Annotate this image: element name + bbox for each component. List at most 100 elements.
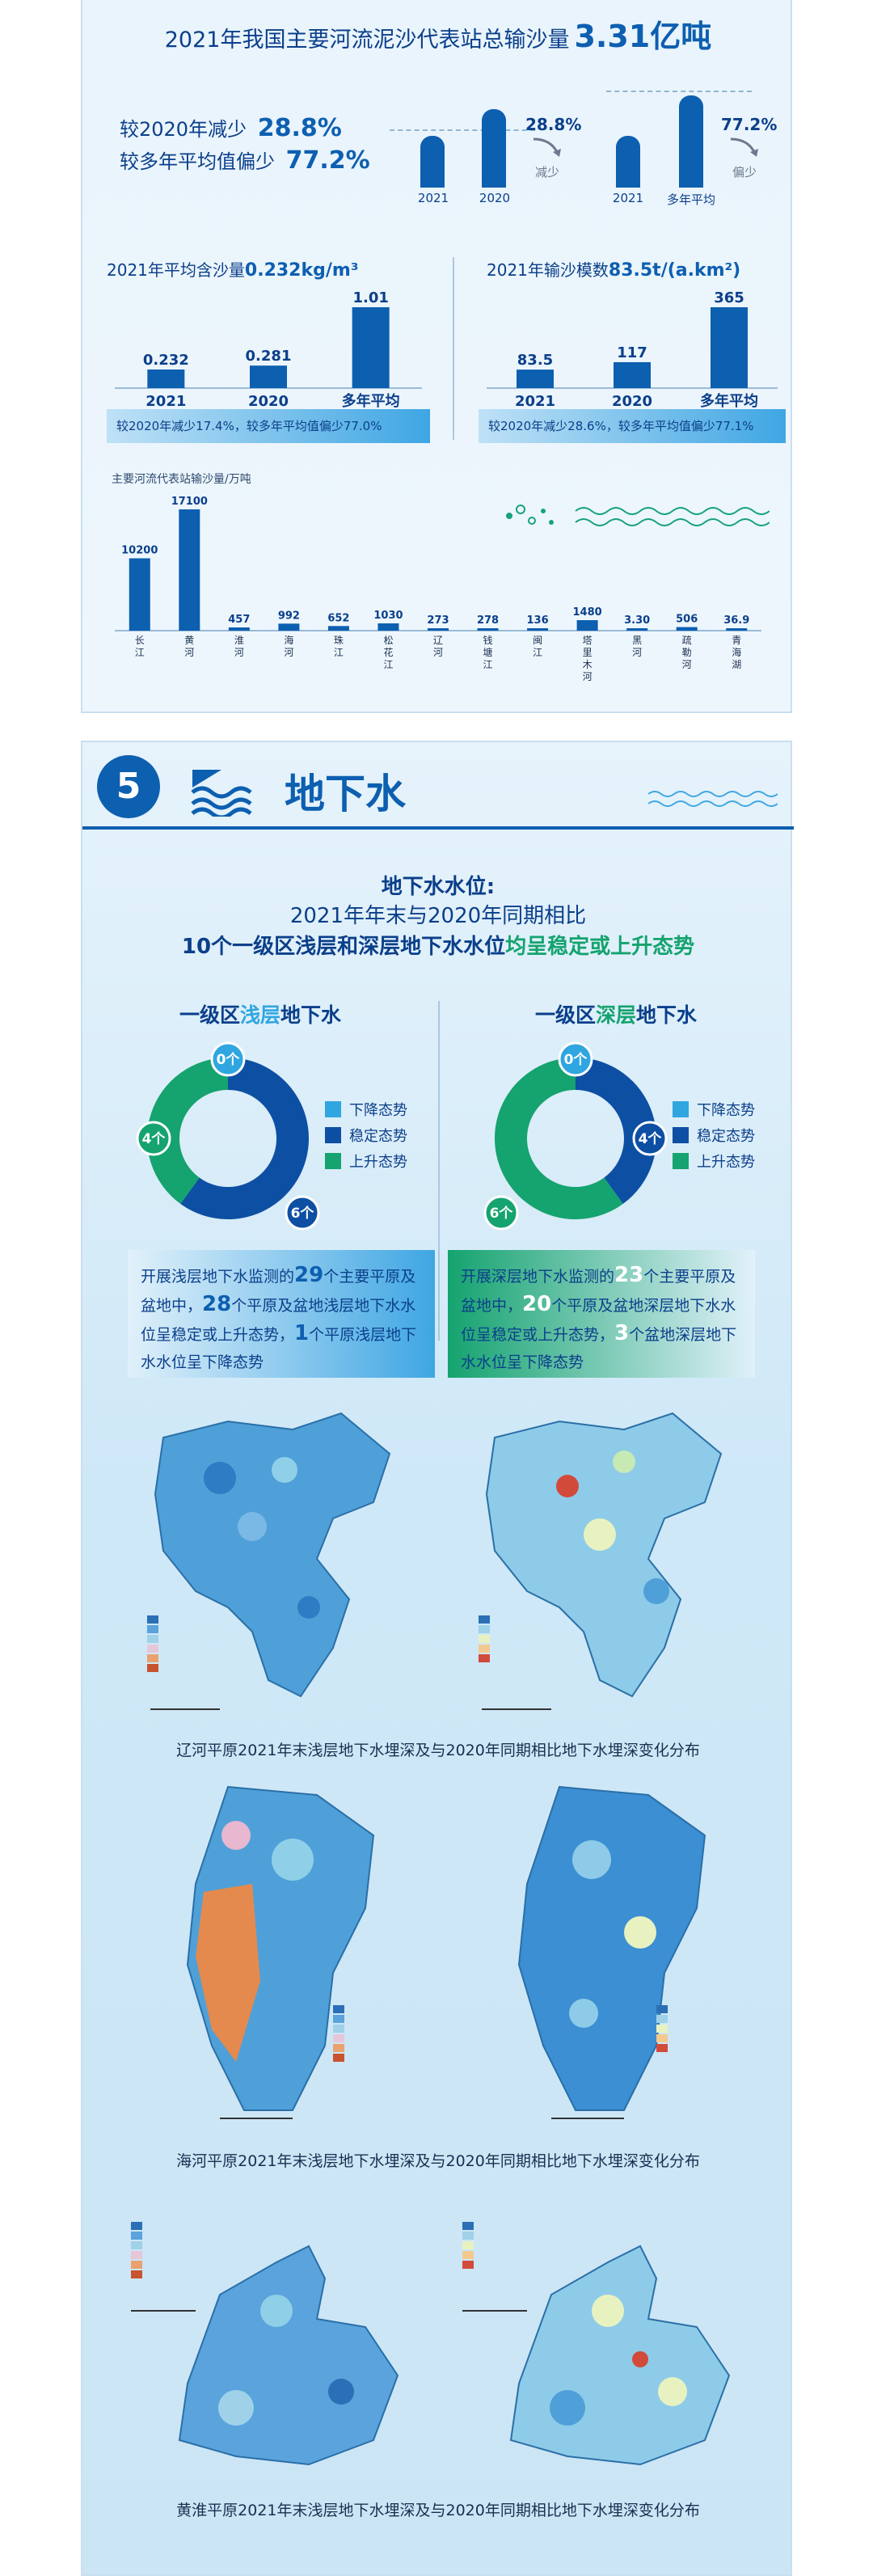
groundwater-panel: 5 地下水 地下水水位: 2021年年末与2020年同期相比 10个一级区浅层和… [81, 741, 794, 2576]
category-label: 河 [284, 647, 293, 658]
content-chart: 0.232 2021 0.281 2020 1.01 多年平均 [115, 289, 422, 410]
vertical-divider [453, 257, 454, 440]
caption-haihe: 海河平原2021年末浅层地下水埋深及与2020年同期相比地下水埋深变化分布 [176, 2152, 700, 2170]
value-label: 1480 [573, 606, 602, 619]
legend-stable: 稳定态势 [325, 1122, 407, 1148]
deep-n1: 23 [614, 1263, 644, 1287]
category-label: 河 [632, 647, 642, 658]
bar-淮河 [228, 627, 250, 631]
donut-divider [438, 1001, 440, 1341]
legend2-swatch-rise [673, 1153, 689, 1169]
deep-p2: 个主要平原及盆地中， [461, 1268, 736, 1315]
shallow-n3: 1 [294, 1321, 310, 1345]
category-label: 长 [135, 635, 145, 646]
deep-p3: 个平原及盆地深层地下水水位呈稳定或上升态势， [461, 1297, 736, 1344]
category-label: 勒 [682, 647, 692, 658]
legend2-rise: 上升态势 [673, 1148, 755, 1174]
map-liaohe-change [462, 1405, 753, 1729]
bar-钱塘江 [477, 628, 499, 631]
bar-松花江 [377, 623, 399, 631]
category-label: 闽 [533, 635, 542, 646]
wave-decoration [503, 501, 770, 534]
category-label: 河 [583, 671, 593, 682]
legend-swatch-stable [325, 1127, 341, 1143]
mini2-note: 偏少 [732, 165, 757, 179]
bar-辽河 [428, 628, 449, 631]
value-label: 136 [527, 614, 549, 627]
category-label: 疏 [682, 634, 692, 646]
shallow-title-a: 一级区 [179, 1003, 240, 1027]
category-label: 2021 [146, 393, 186, 410]
badge-label: 0个 [217, 1051, 241, 1068]
badge-下降态势 [558, 1041, 593, 1077]
value-label: 652 [327, 612, 349, 624]
dash-line-2 [606, 91, 752, 92]
map-haihe-depth [131, 1771, 422, 2135]
slice-稳定态势 [576, 1058, 656, 1204]
value-label: 506 [676, 614, 698, 626]
category-label: 木 [583, 659, 593, 670]
legend2-swatch-stable [673, 1127, 689, 1143]
badge-label: 0个 [564, 1051, 588, 1068]
mini2-label-avg: 多年平均 [666, 192, 715, 207]
legend2-label-decline: 下降态势 [697, 1102, 755, 1119]
shallow-paragraph: 开展浅层地下水监测的29个主要平原及盆地中，28个平原及盆地浅层地下水水位呈稳定… [128, 1250, 435, 1378]
comp2-label: 较多年平均值偏少 [120, 150, 275, 173]
legend2-label-rise: 上升态势 [697, 1154, 755, 1171]
category-label: 淮 [234, 635, 244, 646]
shallow-p2: 个主要平原及盆地中， [141, 1268, 416, 1315]
shallow-donut: 0个 6个 4个 [136, 1041, 320, 1231]
sediment-title-text: 2021年我国主要河流泥沙代表站总输沙量 [164, 27, 570, 53]
legend2-stable: 稳定态势 [673, 1122, 755, 1148]
river-chart-title: 主要河流代表站输沙量/万吨 [112, 473, 251, 486]
header-wave-icon [647, 788, 778, 812]
deep-p1: 开展深层地下水监测的 [461, 1268, 615, 1286]
mini-bar2-avg [679, 95, 703, 188]
modulus-title: 2021年输沙模数83.5t/(a.km²) [487, 257, 794, 281]
map-huanghuai-change [446, 2198, 761, 2489]
category-label: 江 [533, 647, 542, 658]
deep-n2: 20 [522, 1292, 552, 1316]
value-label: 117 [617, 344, 647, 361]
sediment-title: 2021年我国主要河流泥沙代表站总输沙量 3.31亿吨 [82, 11, 794, 56]
category-label: 海 [284, 634, 293, 646]
legend-decline: 下降态势 [325, 1096, 407, 1122]
shallow-legend: 下降态势 稳定态势 上升态势 [325, 1096, 407, 1174]
content-title-value: 0.232kg/m³ [244, 260, 359, 281]
legend-label-decline: 下降态势 [349, 1102, 407, 1119]
bar-青海湖 [726, 628, 748, 631]
badge-上升态势 [136, 1121, 171, 1156]
category-label: 河 [433, 647, 443, 658]
category-label: 河 [184, 647, 194, 658]
deep-paragraph: 开展深层地下水监测的23个主要平原及盆地中，20个平原及盆地深层地下水水位呈稳定… [448, 1250, 755, 1378]
category-label: 江 [483, 659, 493, 670]
section-number: 5 [97, 755, 160, 818]
deep-donut: 0个 4个 6个 [483, 1041, 668, 1231]
slice-上升态势 [495, 1058, 623, 1219]
value-label: 1030 [373, 610, 403, 622]
badge-稳定态势 [632, 1121, 668, 1156]
badge-label: 4个 [639, 1130, 663, 1147]
bar-珠江 [327, 626, 349, 631]
legend-label-stable: 稳定态势 [349, 1128, 407, 1145]
river-chart: 10200长江17100黄河457淮河992海河652珠江1030松花江273辽… [115, 496, 761, 682]
modulus-note: 较2020年减少28.6%，较多年平均值偏少77.1% [479, 409, 786, 443]
category-label: 黑 [632, 635, 642, 646]
legend-swatch-rise [325, 1153, 341, 1169]
deep-title-a: 一级区 [534, 1003, 596, 1027]
category-label: 塔 [583, 635, 593, 646]
category-label: 黄 [184, 635, 194, 646]
deep-title-b: 深层 [595, 1003, 636, 1027]
deep-title-c: 地下水 [636, 1003, 698, 1027]
mini1-note: 减少 [535, 165, 560, 179]
map-liaohe-depth [131, 1405, 422, 1729]
value-label: 36.9 [723, 614, 749, 627]
value-label: 83.5 [517, 352, 553, 369]
content-title: 2021年平均含沙量0.232kg/m³ [107, 257, 430, 281]
value-label: 10200 [121, 545, 158, 557]
map-haihe-change [462, 1771, 753, 2135]
comp1: 较2020年减少 28.8% [120, 113, 342, 142]
comp2: 较多年平均值偏少 77.2% [120, 146, 370, 175]
bar-2020 [250, 365, 287, 388]
headline-3b: 均呈稳定或上升态势 [505, 935, 695, 959]
